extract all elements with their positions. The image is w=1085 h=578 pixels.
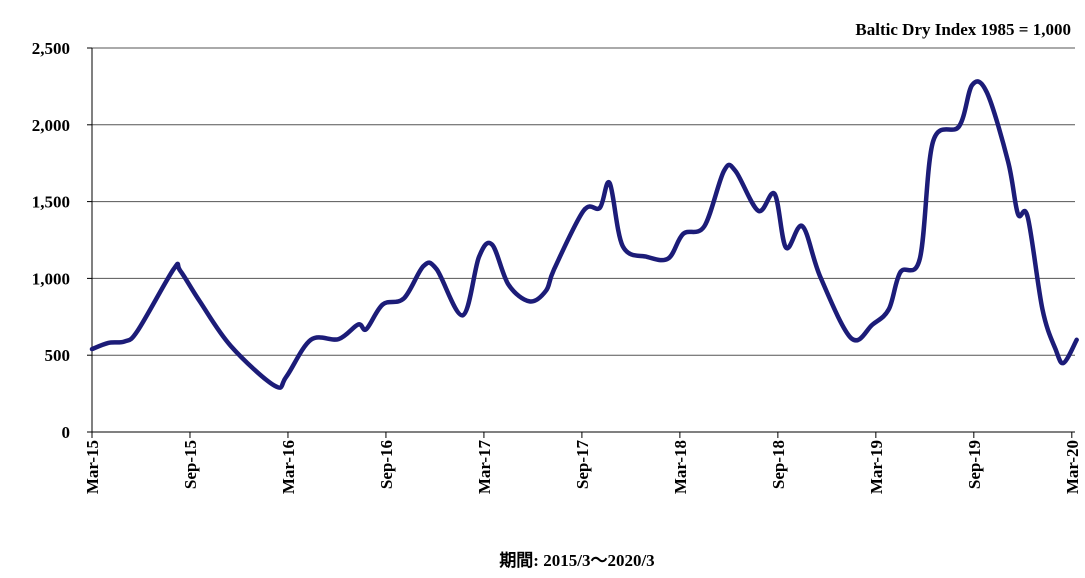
y-axis-ticks: 0 500 1,000 1,500 2,000 2,500 <box>32 39 92 442</box>
period-label: 期間: 2015/3～2020/3 <box>499 551 654 570</box>
x-tick-label: Mar-19 <box>867 440 886 494</box>
y-tick-label: 0 <box>62 423 71 442</box>
x-tick-label: Sep-19 <box>965 440 984 489</box>
x-tick-label: Sep-16 <box>377 440 396 489</box>
x-tick-label: Mar-16 <box>279 440 298 494</box>
bdi-series-line <box>92 81 1077 387</box>
x-tick-label: Mar-15 <box>83 440 102 494</box>
x-tick-label: Mar-17 <box>475 440 494 495</box>
x-tick-label: Sep-18 <box>769 440 788 489</box>
y-tick-label: 1,000 <box>32 269 70 288</box>
y-tick-label: 1,500 <box>32 193 70 212</box>
unit-label: Baltic Dry Index 1985 = 1,000 <box>855 20 1071 39</box>
x-tick-label: Mar-18 <box>671 440 690 494</box>
y-tick-label: 500 <box>45 346 71 365</box>
x-tick-label: Sep-15 <box>181 440 200 489</box>
y-tick-label: 2,000 <box>32 116 70 135</box>
x-tick-label: Mar-20 <box>1063 440 1082 494</box>
x-tick-label: Sep-17 <box>573 440 592 490</box>
y-tick-label: 2,500 <box>32 39 70 58</box>
x-axis-ticks: Mar-15 Sep-15 Mar-16 Sep-16 Mar-17 Sep-17 Mar-… <box>83 432 1082 494</box>
